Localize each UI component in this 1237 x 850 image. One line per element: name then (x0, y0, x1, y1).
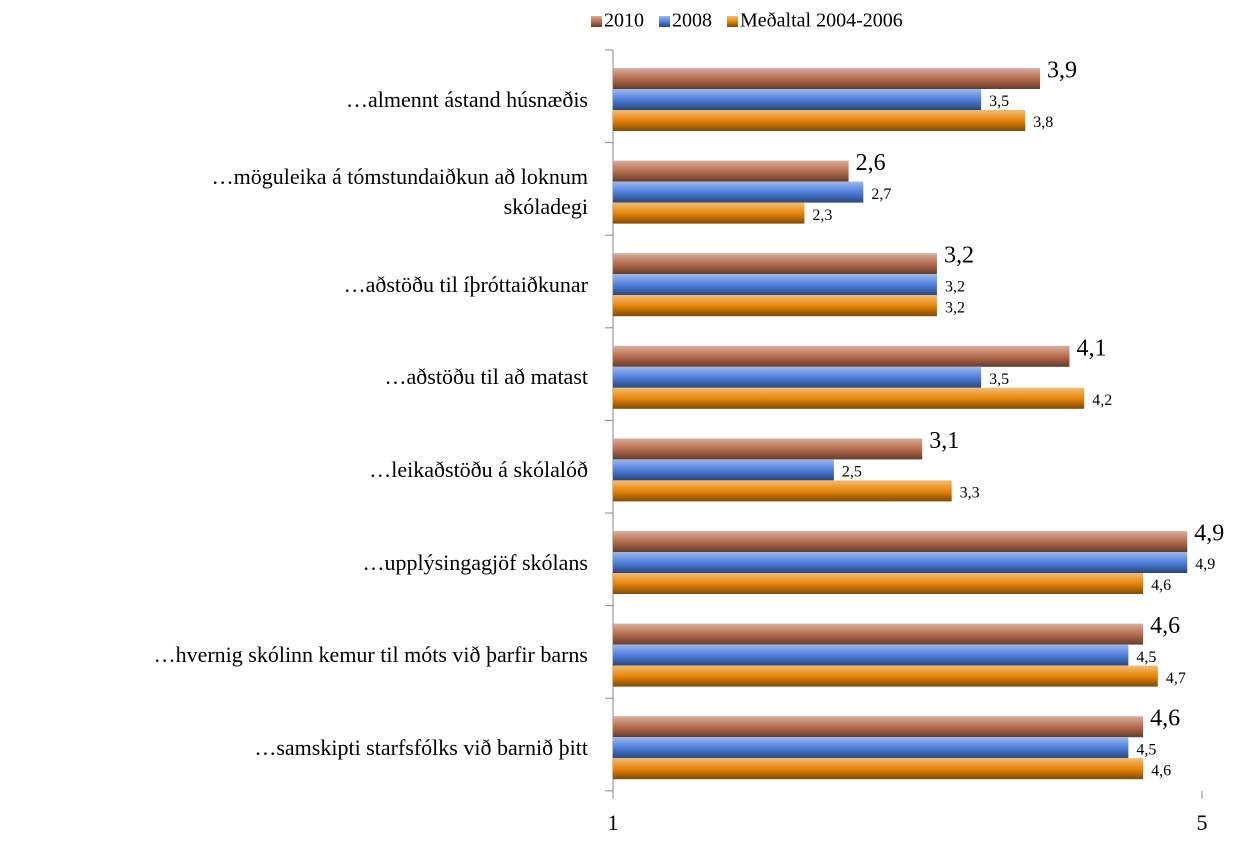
bar (613, 552, 1188, 573)
value-label: 3,8 (1033, 114, 1053, 131)
category-label: …upplýsingagjöf skólans (362, 549, 589, 575)
value-label: 4,6 (1151, 577, 1171, 594)
value-label: 4,1 (1076, 335, 1106, 361)
bar (613, 716, 1144, 738)
value-label: 4,7 (1166, 670, 1186, 687)
bar (613, 181, 864, 203)
value-label: 3,2 (945, 299, 965, 316)
category-label: …möguleika á tómstundaiðkun að loknum sk… (211, 164, 588, 220)
legend-swatch (727, 16, 738, 27)
category-label: …aðstöðu til íþróttaiðkunar (343, 271, 588, 297)
bar (613, 573, 1144, 594)
value-label: 4,6 (1151, 762, 1171, 779)
bar (613, 387, 1085, 409)
bar (613, 480, 952, 502)
x-tick-label: 5 (1197, 810, 1208, 835)
bar (613, 89, 982, 110)
x-tick-label: 1 (608, 810, 619, 835)
bar (613, 438, 923, 460)
value-label: 2,3 (812, 207, 832, 224)
value-label: 2,7 (871, 186, 891, 203)
value-label: 3,1 (929, 428, 959, 454)
category-label: …aðstöðu til að matast (384, 364, 588, 390)
bar (613, 274, 937, 296)
value-label: 4,2 (1092, 392, 1112, 409)
legend-swatch (659, 16, 670, 27)
bar (613, 295, 937, 317)
bar (613, 68, 1041, 89)
bar (613, 253, 937, 275)
category-label: …leikaðstöðu á skólalóð (369, 456, 588, 482)
legend-swatch (591, 16, 602, 27)
bar (613, 366, 982, 388)
category-label: …hvernig skólinn kemur til móts við þarf… (153, 642, 588, 668)
value-label: 3,5 (989, 93, 1009, 110)
legend-label: 2010 (604, 10, 644, 32)
value-label: 4,9 (1195, 556, 1215, 573)
value-label: 4,6 (1150, 613, 1180, 639)
category-label: …samskipti starfsfólks við barnið þitt (254, 734, 588, 760)
value-label: 4,5 (1136, 741, 1156, 758)
value-label: 2,6 (856, 150, 886, 176)
bar (613, 758, 1144, 780)
value-label: 3,9 (1047, 58, 1077, 84)
value-label: 4,5 (1136, 649, 1156, 666)
bar (613, 737, 1129, 759)
value-label: 3,2 (944, 243, 974, 269)
legend-label: Meðaltal 2004-2006 (740, 10, 903, 32)
bar (613, 110, 1026, 131)
value-label: 4,6 (1150, 706, 1180, 732)
value-label: 3,5 (989, 371, 1009, 388)
value-label: 4,9 (1194, 521, 1224, 547)
bar (613, 531, 1188, 552)
value-label: 3,2 (945, 278, 965, 295)
category-label: …almennt ástand húsnæðis (346, 86, 588, 112)
bar (613, 202, 805, 224)
legend-label: 2008 (672, 10, 712, 32)
bar (613, 644, 1129, 666)
value-label: 2,5 (842, 464, 862, 481)
bar (613, 623, 1144, 645)
bar (613, 665, 1158, 687)
bar (613, 160, 849, 182)
bar (613, 345, 1070, 367)
bar (613, 459, 834, 481)
value-label: 3,3 (960, 485, 980, 502)
